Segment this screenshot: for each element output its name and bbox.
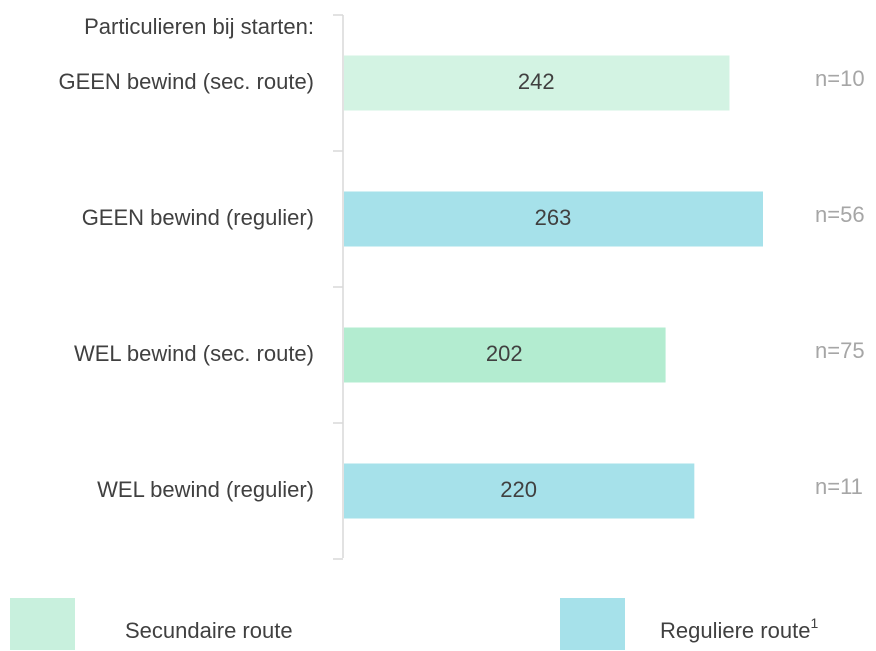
sample-size: n=75	[815, 338, 865, 363]
bar-value-label: 220	[500, 477, 537, 502]
legend-text: Secundaire route	[125, 618, 293, 643]
bar	[344, 327, 666, 383]
legend-label: Reguliere route1	[660, 615, 818, 643]
bar-value-label: 202	[486, 341, 523, 366]
legend-text: Reguliere route	[660, 618, 810, 643]
bar	[344, 191, 763, 247]
category-label: GEEN bewind (regulier)	[82, 205, 314, 230]
bar	[344, 463, 695, 519]
bar	[344, 55, 730, 111]
legend-swatch	[560, 598, 625, 650]
legend-label: Secundaire route	[125, 618, 293, 643]
legend-swatch	[10, 598, 75, 650]
category-label: WEL bewind (sec. route)	[74, 341, 314, 366]
bar-value-label: 263	[535, 205, 572, 230]
sample-size: n=56	[815, 202, 865, 227]
sample-size: n=11	[815, 474, 863, 499]
sample-size: n=10	[815, 66, 865, 91]
category-label: GEEN bewind (sec. route)	[58, 69, 314, 94]
legend-superscript: 1	[810, 615, 818, 631]
bar-value-label: 242	[518, 69, 555, 94]
category-label: WEL bewind (regulier)	[97, 477, 314, 502]
header: Particulieren bij starten:	[84, 14, 314, 39]
